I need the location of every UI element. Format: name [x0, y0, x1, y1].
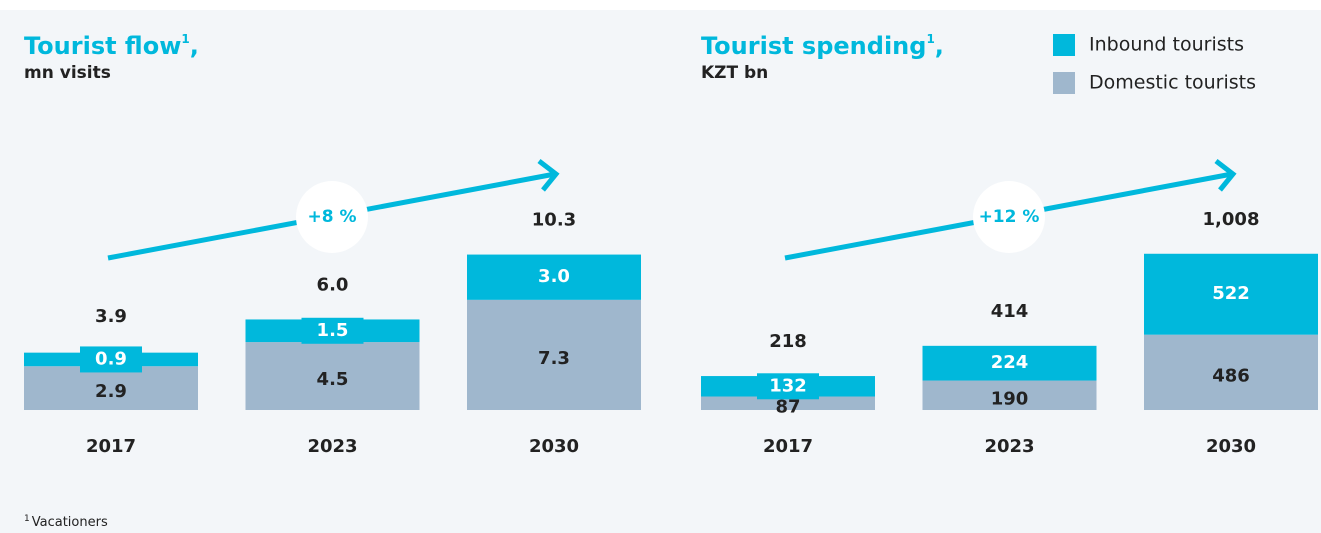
legend-label: Inbound tourists	[1089, 34, 1244, 56]
value-label: 224	[991, 352, 1029, 373]
value-label: 1.5	[317, 320, 349, 341]
cagr-bubble	[296, 181, 368, 253]
legend-label: Domestic tourists	[1089, 72, 1256, 94]
x-tick-label: 2030	[529, 436, 579, 457]
total-label: 3.9	[95, 306, 127, 327]
bar-segment	[922, 380, 1097, 410]
total-label: 218	[769, 331, 807, 352]
bar-segment	[467, 254, 641, 300]
total-label: 1,008	[1203, 209, 1260, 230]
title-suffix: ,	[935, 32, 944, 60]
title-mark: 1	[181, 32, 189, 46]
cagr-label: +12 %	[979, 207, 1040, 227]
value-label: 7.3	[538, 348, 570, 369]
bar-segment	[245, 342, 420, 410]
total-label: 6.0	[317, 274, 349, 295]
cagr-label: +8 %	[307, 207, 356, 227]
x-tick-label: 2023	[984, 436, 1034, 457]
legend-swatch	[1053, 72, 1075, 94]
x-tick-label: 2023	[307, 436, 357, 457]
bar-segment	[1144, 253, 1318, 335]
title-text: Tourist spending	[701, 32, 926, 60]
arrow-head	[1214, 159, 1237, 192]
bar-segment	[24, 366, 198, 410]
total-label: 10.3	[532, 210, 576, 231]
value-label: 522	[1212, 283, 1250, 304]
arrow-head	[537, 159, 560, 192]
value-label: 87	[775, 396, 800, 417]
panel	[0, 10, 1321, 533]
chart-title: Tourist flow1,	[24, 32, 199, 61]
x-tick-label: 2030	[1206, 436, 1256, 457]
label-box	[757, 373, 819, 400]
value-label: 2.9	[95, 381, 127, 402]
title-text: Tourist flow	[24, 32, 181, 60]
x-tick-label: 2017	[763, 436, 813, 457]
chart-subtitle: KZT bn	[701, 63, 768, 83]
bar-segment	[467, 299, 641, 410]
label-box	[301, 317, 364, 344]
total-label: 414	[991, 301, 1029, 322]
chart-subtitle: mn visits	[24, 63, 111, 83]
bar-segment	[701, 396, 875, 410]
value-label: 132	[769, 375, 807, 396]
value-label: 190	[991, 388, 1029, 409]
value-label: 4.5	[317, 369, 349, 390]
chart-title: Tourist spending1,	[701, 32, 944, 61]
value-label: 3.0	[538, 266, 570, 287]
footnote-mark: 1	[24, 514, 30, 524]
title-mark: 1	[926, 32, 934, 46]
legend-swatch	[1053, 34, 1075, 56]
bar-segment	[922, 345, 1097, 381]
title-suffix: ,	[190, 32, 199, 60]
footnote-text: Vacationers	[32, 515, 108, 530]
value-label: 486	[1212, 365, 1250, 386]
footnote: 1 Vacationers	[24, 514, 108, 530]
label-box	[80, 346, 142, 373]
x-tick-label: 2017	[86, 436, 136, 457]
value-label: 0.9	[95, 348, 127, 369]
cagr-bubble	[973, 181, 1045, 253]
bar-segment	[1144, 334, 1318, 410]
